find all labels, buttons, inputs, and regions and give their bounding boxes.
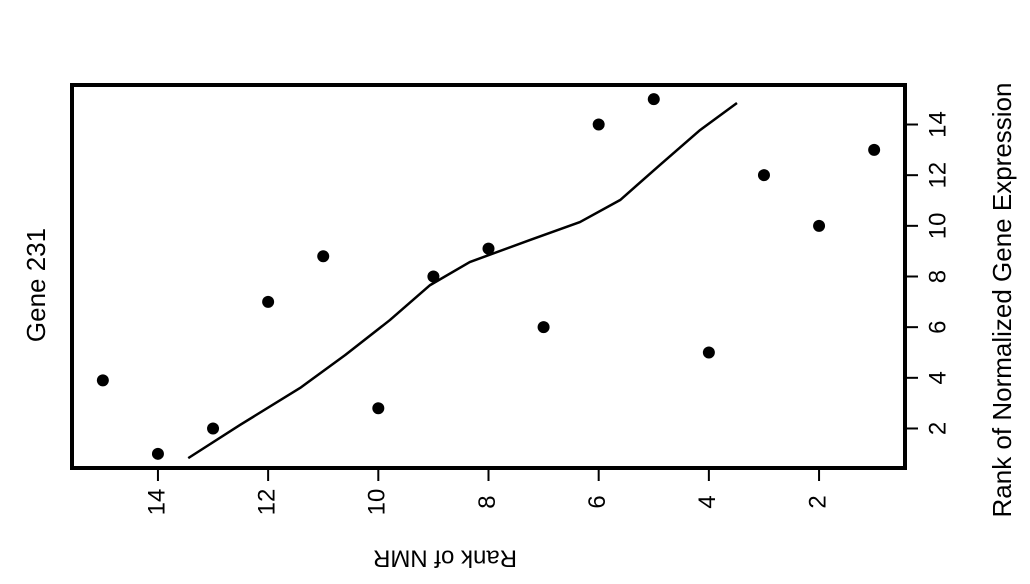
data-point — [372, 402, 385, 415]
data-point — [537, 321, 550, 334]
data-point — [592, 118, 605, 131]
y-tick-label: 6 — [924, 320, 951, 333]
data-point — [482, 242, 495, 255]
data-point — [207, 422, 220, 435]
data-point — [647, 93, 660, 106]
x-tick-label: 6 — [584, 495, 611, 508]
fit-curve — [187, 101, 738, 460]
x-tick-label: 8 — [474, 495, 501, 508]
data-point — [151, 447, 164, 460]
data-point — [96, 374, 109, 387]
x-tick-label: 12 — [253, 489, 280, 516]
y-tick-label: 10 — [924, 212, 951, 239]
x-axis-label: Rank of NMR — [373, 545, 517, 572]
data-point — [868, 143, 881, 156]
x-tick-label: 4 — [694, 495, 721, 508]
y-tick-label: 4 — [924, 371, 951, 384]
data-point — [317, 250, 330, 263]
plot-frame — [70, 83, 907, 470]
x-tick-label: 2 — [804, 495, 831, 508]
data-point — [262, 295, 275, 308]
y-axis-label: Rank of Normalized Gene Expression — [987, 83, 1017, 518]
y-tick-label: 8 — [924, 270, 951, 283]
data-point — [813, 219, 826, 232]
data-point — [757, 169, 770, 182]
chart-title: Gene 231 — [21, 228, 51, 342]
y-tick-label: 12 — [924, 162, 951, 189]
y-tick-label: 2 — [924, 422, 951, 435]
y-tick-label: 14 — [924, 111, 951, 138]
x-tick-label: 10 — [364, 489, 391, 516]
data-point — [702, 346, 715, 359]
data-point — [427, 270, 440, 283]
x-tick-label: 14 — [143, 489, 170, 516]
